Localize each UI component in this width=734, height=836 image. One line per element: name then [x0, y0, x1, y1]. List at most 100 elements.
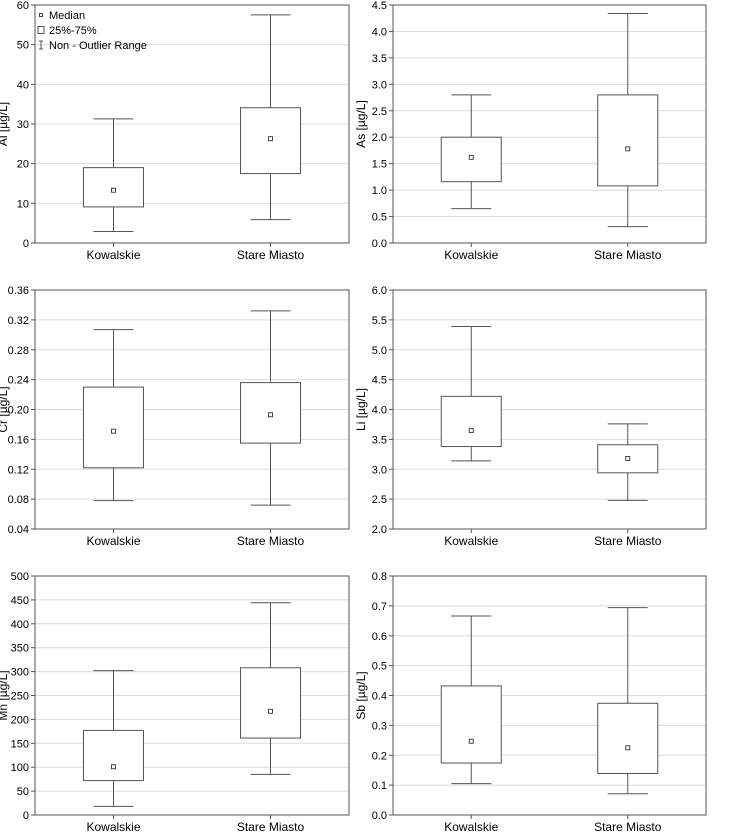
median-marker — [625, 146, 631, 152]
y-tick-label: 0.20 — [8, 405, 29, 417]
iqr-box — [83, 167, 144, 208]
y-tick-label: 0.1 — [372, 780, 387, 792]
box-kowalskie — [440, 325, 502, 462]
plot-frame — [392, 289, 707, 530]
y-tick-label: 4.5 — [372, 375, 387, 387]
x-tick-label: Kowalskie — [86, 820, 140, 831]
median-marker — [268, 708, 273, 714]
x-tick-label: Kowalskie — [86, 248, 140, 262]
box-kowalskie — [83, 118, 144, 232]
panel-5: 0 50 100 150 200 250 300 350 400 450 500 Mn [µg/L] K… — [0, 571, 350, 834]
y-axis-label: Sb [µg/L] — [354, 671, 368, 719]
y-tick-label: 400 — [11, 619, 29, 631]
box-kowalskie — [440, 615, 502, 785]
y-tick-label: 0.6 — [372, 631, 387, 643]
legend-median-label: Median — [49, 10, 85, 22]
y-tick-label: 60 — [17, 0, 29, 12]
x-tick-label: Stare Miasto — [237, 248, 305, 262]
y-tick-label: 0.5 — [372, 661, 387, 673]
y-tick-label: 0.0 — [372, 810, 387, 822]
y-tick-label: 0.7 — [372, 601, 387, 613]
y-tick-label: 10 — [17, 198, 29, 210]
y-tick-label: 0.2 — [372, 750, 387, 762]
panel-2: 0.0 0.5 1.0 1.5 2.0 2.5 3.0 3.5 4.0 4.5 As [µg/L] K… — [354, 0, 707, 262]
y-tick-label: 350 — [11, 643, 29, 655]
plot-frame — [34, 289, 350, 530]
y-tick-label: 500 — [11, 571, 29, 583]
y-tick-label: 0.36 — [8, 285, 29, 297]
x-tick-label: Kowalskie — [444, 248, 498, 262]
iqr-box — [440, 685, 502, 764]
legend-range-label: Non - Outlier Range — [49, 40, 147, 52]
y-tick-label: 450 — [11, 595, 29, 607]
y-tick-label: 20 — [17, 159, 29, 171]
y-tick-label: 40 — [17, 79, 29, 91]
box-stare-miasto — [240, 14, 301, 221]
panel-4: 2.0 2.5 3.0 3.5 4.0 4.5 5.0 5.5 6.0 Li [µg/L] Kowa… — [354, 285, 707, 548]
median-marker — [111, 187, 116, 193]
box-kowalskie — [440, 94, 502, 210]
y-axis-label: Al [µg/L] — [0, 102, 10, 146]
y-tick-label: 3.0 — [372, 464, 387, 476]
y-tick-label: 0 — [23, 810, 29, 822]
x-tick-label: Stare Miasto — [237, 820, 305, 831]
x-tick-label: Stare Miasto — [594, 534, 662, 548]
y-tick-label: 0.3 — [372, 720, 387, 732]
y-tick-label: 0.24 — [8, 375, 29, 387]
median-marker — [111, 764, 116, 770]
y-tick-label: 0.08 — [8, 494, 29, 506]
legend: Median 25%-75% Non - Outlier Range — [37, 10, 147, 52]
y-tick-label: 2.0 — [372, 524, 387, 536]
panel-3: 0.04 0.08 0.12 0.16 0.20 0.24 0.28 0.32 0.36 Cr [… — [0, 285, 350, 548]
median-marker — [468, 427, 474, 433]
x-tick-label: Kowalskie — [444, 820, 498, 831]
y-tick-label: 50 — [17, 786, 29, 798]
y-axis-label: Cr [µg/L] — [0, 386, 10, 432]
y-tick-label: 3.0 — [372, 79, 387, 91]
legend-median-icon — [39, 13, 43, 17]
iqr-box — [440, 395, 502, 448]
legend-box-icon — [37, 26, 45, 34]
box-kowalskie — [83, 329, 144, 502]
y-tick-label: 0.32 — [8, 315, 29, 327]
box-kowalskie — [83, 670, 144, 807]
x-tick-label: Stare Miasto — [237, 534, 305, 548]
iqr-box — [83, 729, 144, 782]
x-tick-label: Kowalskie — [86, 534, 140, 548]
legend-box-label: 25%-75% — [49, 25, 97, 37]
y-tick-label: 0.28 — [8, 345, 29, 357]
y-tick-label: 2.5 — [372, 106, 387, 118]
y-tick-label: 0.04 — [8, 524, 29, 536]
panel-6: 0.0 0.1 0.2 0.3 0.4 0.5 0.6 0.7 0.8 Sb [µg/L] Kowa… — [354, 571, 707, 834]
y-tick-label: 5.0 — [372, 345, 387, 357]
x-tick-label: Stare Miasto — [594, 248, 662, 262]
plot-frame — [34, 4, 350, 244]
x-tick-label: Stare Miasto — [594, 820, 662, 831]
y-tick-label: 5.5 — [372, 315, 387, 327]
panel-1: 0 10 20 30 40 50 60 Al [µg/L] Kowalskie Stare Mia… — [0, 0, 350, 262]
median-marker — [111, 428, 116, 434]
box-stare-miasto — [240, 310, 301, 506]
iqr-box — [597, 94, 659, 187]
box-stare-miasto — [597, 12, 659, 228]
plot-frame — [34, 575, 350, 816]
y-tick-label: 100 — [11, 762, 29, 774]
median-marker — [468, 154, 474, 160]
y-tick-label: 150 — [11, 738, 29, 750]
y-tick-label: 4.0 — [372, 26, 387, 38]
median-marker — [468, 738, 474, 744]
y-tick-label: 50 — [17, 40, 29, 52]
y-tick-label: 3.5 — [372, 53, 387, 65]
y-tick-label: 0.8 — [372, 571, 387, 583]
y-tick-label: 3.5 — [372, 434, 387, 446]
y-tick-label: 4.5 — [372, 0, 387, 12]
y-tick-label: 4.0 — [372, 405, 387, 417]
plot-frame — [392, 4, 707, 244]
y-tick-label: 1.0 — [372, 185, 387, 197]
y-axis-label: As [µg/L] — [354, 100, 368, 148]
box-stare-miasto — [597, 607, 659, 795]
y-tick-label: 2.5 — [372, 494, 387, 506]
iqr-box — [83, 386, 144, 469]
iqr-box — [597, 702, 659, 774]
